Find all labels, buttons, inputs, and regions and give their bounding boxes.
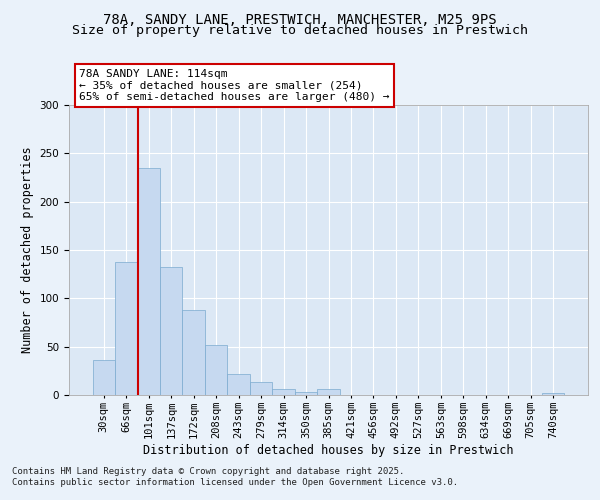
Bar xyxy=(137,168,160,395)
Bar xyxy=(295,392,317,395)
Bar xyxy=(542,393,565,395)
Bar xyxy=(182,310,205,395)
Bar xyxy=(317,389,340,395)
Bar xyxy=(250,382,272,395)
Text: 78A, SANDY LANE, PRESTWICH, MANCHESTER, M25 9PS: 78A, SANDY LANE, PRESTWICH, MANCHESTER, … xyxy=(103,12,497,26)
Bar xyxy=(272,389,295,395)
Bar xyxy=(205,344,227,395)
Y-axis label: Number of detached properties: Number of detached properties xyxy=(21,146,34,354)
Text: Contains HM Land Registry data © Crown copyright and database right 2025.
Contai: Contains HM Land Registry data © Crown c… xyxy=(12,468,458,487)
Text: Size of property relative to detached houses in Prestwich: Size of property relative to detached ho… xyxy=(72,24,528,37)
Bar xyxy=(92,360,115,395)
Text: 78A SANDY LANE: 114sqm
← 35% of detached houses are smaller (254)
65% of semi-de: 78A SANDY LANE: 114sqm ← 35% of detached… xyxy=(79,69,390,102)
X-axis label: Distribution of detached houses by size in Prestwich: Distribution of detached houses by size … xyxy=(143,444,514,456)
Bar xyxy=(227,374,250,395)
Bar xyxy=(115,262,137,395)
Bar xyxy=(160,268,182,395)
